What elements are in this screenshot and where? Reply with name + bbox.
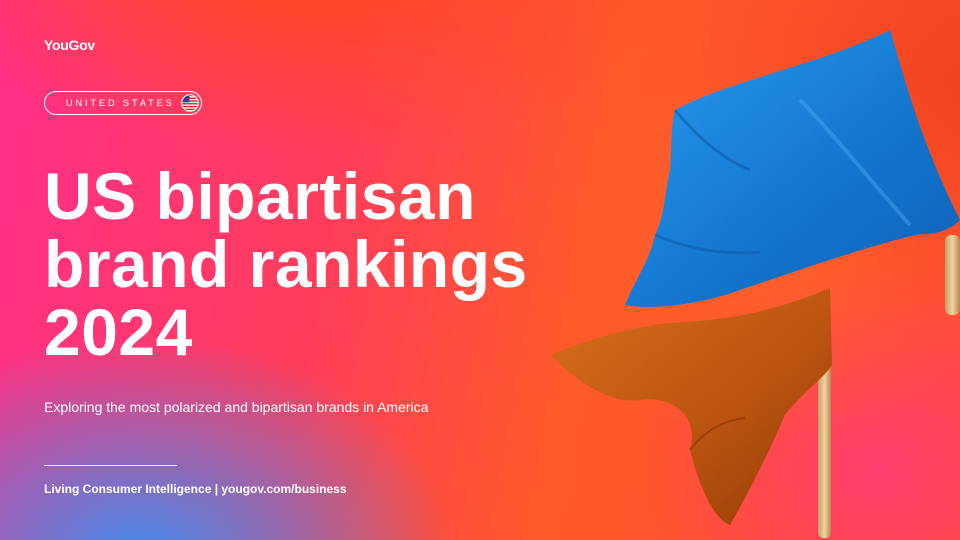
- blue-flag: [625, 30, 960, 307]
- region-label: UNITED STATES: [66, 98, 175, 108]
- title-line-3: 2024: [44, 295, 193, 369]
- us-flag-icon: [181, 94, 199, 112]
- page-title: US bipartisan brand rankings 2024: [44, 162, 528, 366]
- footer-text: Living Consumer Intelligence | yougov.co…: [44, 482, 347, 496]
- subtitle: Exploring the most polarized and biparti…: [44, 399, 429, 415]
- title-line-1: US bipartisan: [44, 159, 476, 233]
- orange-flag: [550, 288, 832, 525]
- yougov-logo: YouGov: [44, 37, 95, 53]
- flags-photo: [550, 30, 960, 538]
- title-line-2: brand rankings: [44, 227, 528, 301]
- blue-flag-pole: [945, 235, 960, 315]
- orange-flag-pole: [818, 338, 831, 538]
- region-badge: UNITED STATES: [44, 91, 202, 115]
- divider: [44, 465, 177, 466]
